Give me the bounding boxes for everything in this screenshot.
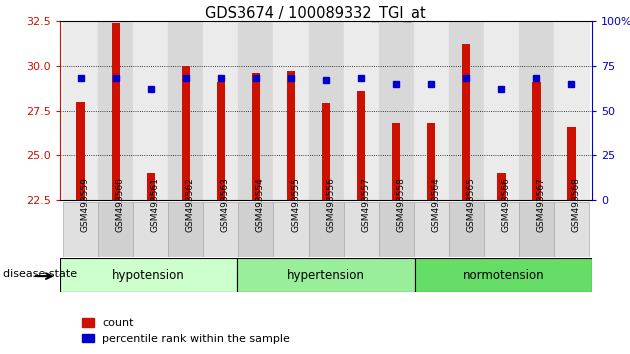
Text: disease state: disease state xyxy=(3,269,77,279)
Bar xyxy=(379,202,413,257)
Bar xyxy=(287,71,295,200)
Text: GSM493558: GSM493558 xyxy=(396,177,405,232)
Bar xyxy=(134,21,168,200)
Text: GSM493564: GSM493564 xyxy=(431,177,440,232)
Text: GDS3674 / 100089332_TGI_at: GDS3674 / 100089332_TGI_at xyxy=(205,5,425,22)
Bar xyxy=(147,173,155,200)
Bar xyxy=(203,202,239,257)
Text: GSM493567: GSM493567 xyxy=(536,177,545,232)
Bar xyxy=(413,21,449,200)
Bar xyxy=(134,202,168,257)
Text: GSM493562: GSM493562 xyxy=(186,177,195,232)
Text: GSM493554: GSM493554 xyxy=(256,177,265,232)
Text: GSM493557: GSM493557 xyxy=(361,177,370,232)
Bar xyxy=(518,21,554,200)
Text: GSM493563: GSM493563 xyxy=(221,177,230,232)
Bar xyxy=(309,21,343,200)
Bar xyxy=(518,202,554,257)
Bar xyxy=(168,21,203,200)
Text: GSM493561: GSM493561 xyxy=(151,177,160,232)
Text: GSM493555: GSM493555 xyxy=(291,177,300,232)
Bar xyxy=(217,82,226,200)
Bar xyxy=(379,21,413,200)
Text: hypertension: hypertension xyxy=(287,269,365,282)
Bar xyxy=(64,202,98,257)
Bar xyxy=(343,21,379,200)
Text: GSM493560: GSM493560 xyxy=(116,177,125,232)
Bar xyxy=(554,21,588,200)
Bar xyxy=(357,91,365,200)
Bar xyxy=(98,202,134,257)
Bar xyxy=(98,21,134,200)
Bar xyxy=(449,21,484,200)
Bar xyxy=(427,123,435,200)
Bar xyxy=(449,202,484,257)
Bar xyxy=(273,21,309,200)
Bar xyxy=(168,202,203,257)
Bar xyxy=(203,21,239,200)
Bar xyxy=(112,23,120,200)
Text: GSM493559: GSM493559 xyxy=(81,177,90,232)
Bar xyxy=(238,258,415,292)
Text: GSM493556: GSM493556 xyxy=(326,177,335,232)
Bar xyxy=(64,21,98,200)
Bar xyxy=(462,45,471,200)
Bar xyxy=(343,202,379,257)
Bar xyxy=(181,66,190,200)
Legend: count, percentile rank within the sample: count, percentile rank within the sample xyxy=(78,314,295,348)
Text: hypotension: hypotension xyxy=(112,269,185,282)
Bar xyxy=(322,103,330,200)
Bar xyxy=(239,21,273,200)
Bar xyxy=(251,73,260,200)
Bar xyxy=(392,123,401,200)
Text: GSM493568: GSM493568 xyxy=(571,177,580,232)
Text: normotension: normotension xyxy=(462,269,544,282)
Bar xyxy=(413,202,449,257)
Bar xyxy=(554,202,588,257)
Bar xyxy=(497,173,505,200)
Bar xyxy=(60,258,238,292)
Bar xyxy=(567,127,576,200)
Text: GSM493566: GSM493566 xyxy=(501,177,510,232)
Bar xyxy=(309,202,343,257)
Bar xyxy=(484,21,518,200)
Bar xyxy=(239,202,273,257)
Text: GSM493565: GSM493565 xyxy=(466,177,475,232)
Bar xyxy=(484,202,518,257)
Bar xyxy=(532,82,541,200)
Bar xyxy=(273,202,309,257)
Bar xyxy=(76,102,85,200)
Bar xyxy=(415,258,592,292)
